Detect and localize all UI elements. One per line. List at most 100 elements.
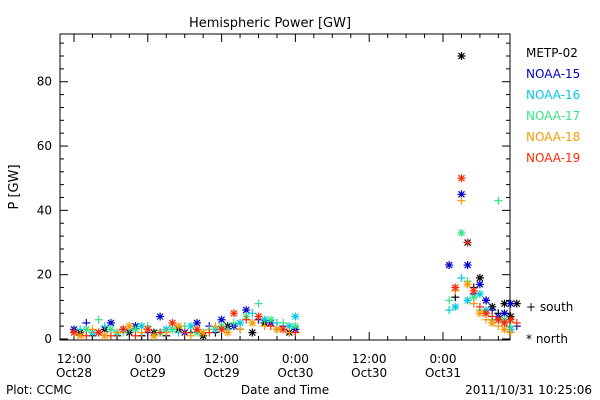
x-tick-label-date: Oct30 — [351, 366, 387, 380]
data-point — [445, 296, 454, 305]
legend-entry: NOAA-15 — [526, 67, 580, 81]
x-tick-label-date: Oct29 — [204, 366, 240, 380]
data-point — [88, 325, 97, 334]
data-point — [211, 322, 220, 331]
data-point — [248, 328, 257, 337]
data-point — [143, 325, 152, 334]
data-point — [500, 318, 509, 327]
data-point — [94, 315, 103, 324]
data-point — [119, 325, 128, 334]
data-point — [217, 325, 226, 334]
data-point — [445, 306, 454, 315]
x-tick-label-date: Oct31 — [425, 366, 461, 380]
data-point — [463, 261, 472, 270]
data-point — [457, 196, 466, 205]
data-point — [180, 328, 189, 337]
data-point — [291, 328, 300, 337]
data-point — [137, 328, 146, 337]
data-point — [506, 328, 515, 337]
data-point — [494, 196, 503, 205]
data-point — [193, 325, 201, 334]
data-point — [475, 302, 484, 311]
marker-legend-north: * north — [526, 332, 568, 346]
legend-entry: METP-02 — [526, 46, 578, 60]
data-point — [457, 228, 466, 237]
data-point — [506, 299, 515, 308]
y-tick-label: 20 — [37, 268, 52, 282]
x-tick-label-time: 12:00 — [57, 352, 92, 366]
y-tick-label: 40 — [37, 203, 52, 217]
data-point — [469, 286, 478, 295]
data-point — [291, 312, 300, 321]
data-point — [254, 299, 263, 308]
plot-frame — [59, 33, 511, 341]
data-point — [494, 315, 503, 324]
data-point — [488, 312, 497, 321]
marker-legend: + south * north — [526, 300, 573, 346]
data-point — [223, 328, 232, 337]
chart-title: Hemispheric Power [GW] — [189, 16, 351, 31]
data-point — [463, 296, 472, 305]
legend-entry: NOAA-18 — [526, 130, 580, 144]
footer-timestamp: 2011/10/31 10:25:06 — [465, 383, 592, 397]
y-tick-label: 60 — [37, 139, 52, 153]
data-point — [482, 296, 491, 305]
marker-legend-south: + south — [526, 300, 573, 314]
data-point — [248, 318, 257, 327]
data-point — [229, 318, 238, 327]
legend-entry: NOAA-16 — [526, 88, 580, 102]
data-point — [445, 261, 454, 270]
data-point — [106, 331, 115, 340]
x-tick-label-time: 0:00 — [282, 352, 309, 366]
data-point — [156, 328, 165, 337]
data-point — [242, 315, 251, 324]
data-point — [168, 318, 177, 327]
data-point — [451, 302, 460, 311]
x-tick-label-time: 12:00 — [204, 352, 239, 366]
data-point — [506, 315, 515, 324]
x-tick-label-time: 0:00 — [430, 352, 457, 366]
data-point — [193, 318, 201, 327]
data-point — [482, 309, 491, 318]
x-tick-label-date: Oct30 — [277, 366, 313, 380]
data-point — [149, 331, 158, 340]
y-tick-label: 80 — [37, 75, 52, 89]
data-point — [463, 238, 472, 247]
data-point — [156, 312, 165, 321]
data-point — [451, 283, 460, 292]
data-point — [100, 322, 109, 331]
data-point — [469, 299, 478, 308]
data-point — [457, 273, 466, 282]
x-axis-label: Date and Time — [241, 383, 329, 397]
y-tick-label: 0 — [44, 332, 52, 346]
data-point — [248, 309, 257, 318]
legend-entry: NOAA-19 — [526, 151, 580, 165]
data-point — [279, 325, 288, 334]
data-point — [236, 325, 245, 334]
legend: METP-02 NOAA-15 NOAA-16 NOAA-17 NOAA-18 NOAA-… — [526, 46, 580, 165]
data-point — [205, 328, 214, 337]
data-point — [113, 328, 122, 337]
data-point — [174, 322, 183, 331]
data-points — [70, 52, 521, 340]
data-point — [463, 280, 472, 289]
data-point — [512, 318, 521, 327]
x-tick-label-date: Oct29 — [130, 366, 166, 380]
y-axis: 0 20 40 60 80 — [37, 42, 510, 346]
legend-entry: NOAA-17 — [526, 109, 580, 123]
data-point — [457, 52, 466, 60]
data-point — [131, 331, 140, 340]
x-tick-label-time: 0:00 — [134, 352, 161, 366]
data-point — [186, 331, 195, 340]
data-point — [266, 322, 275, 331]
y-axis-label: P [GW] — [7, 164, 22, 209]
x-tick-label-time: 12:00 — [352, 352, 387, 366]
data-point — [70, 328, 78, 337]
data-point — [94, 328, 103, 337]
data-point — [475, 289, 484, 298]
x-axis: 12:00Oct280:00Oct2912:00Oct290:00Oct3012… — [56, 34, 499, 380]
data-point — [457, 174, 466, 183]
x-tick-label-date: Oct28 — [56, 366, 92, 380]
data-point — [475, 280, 484, 289]
